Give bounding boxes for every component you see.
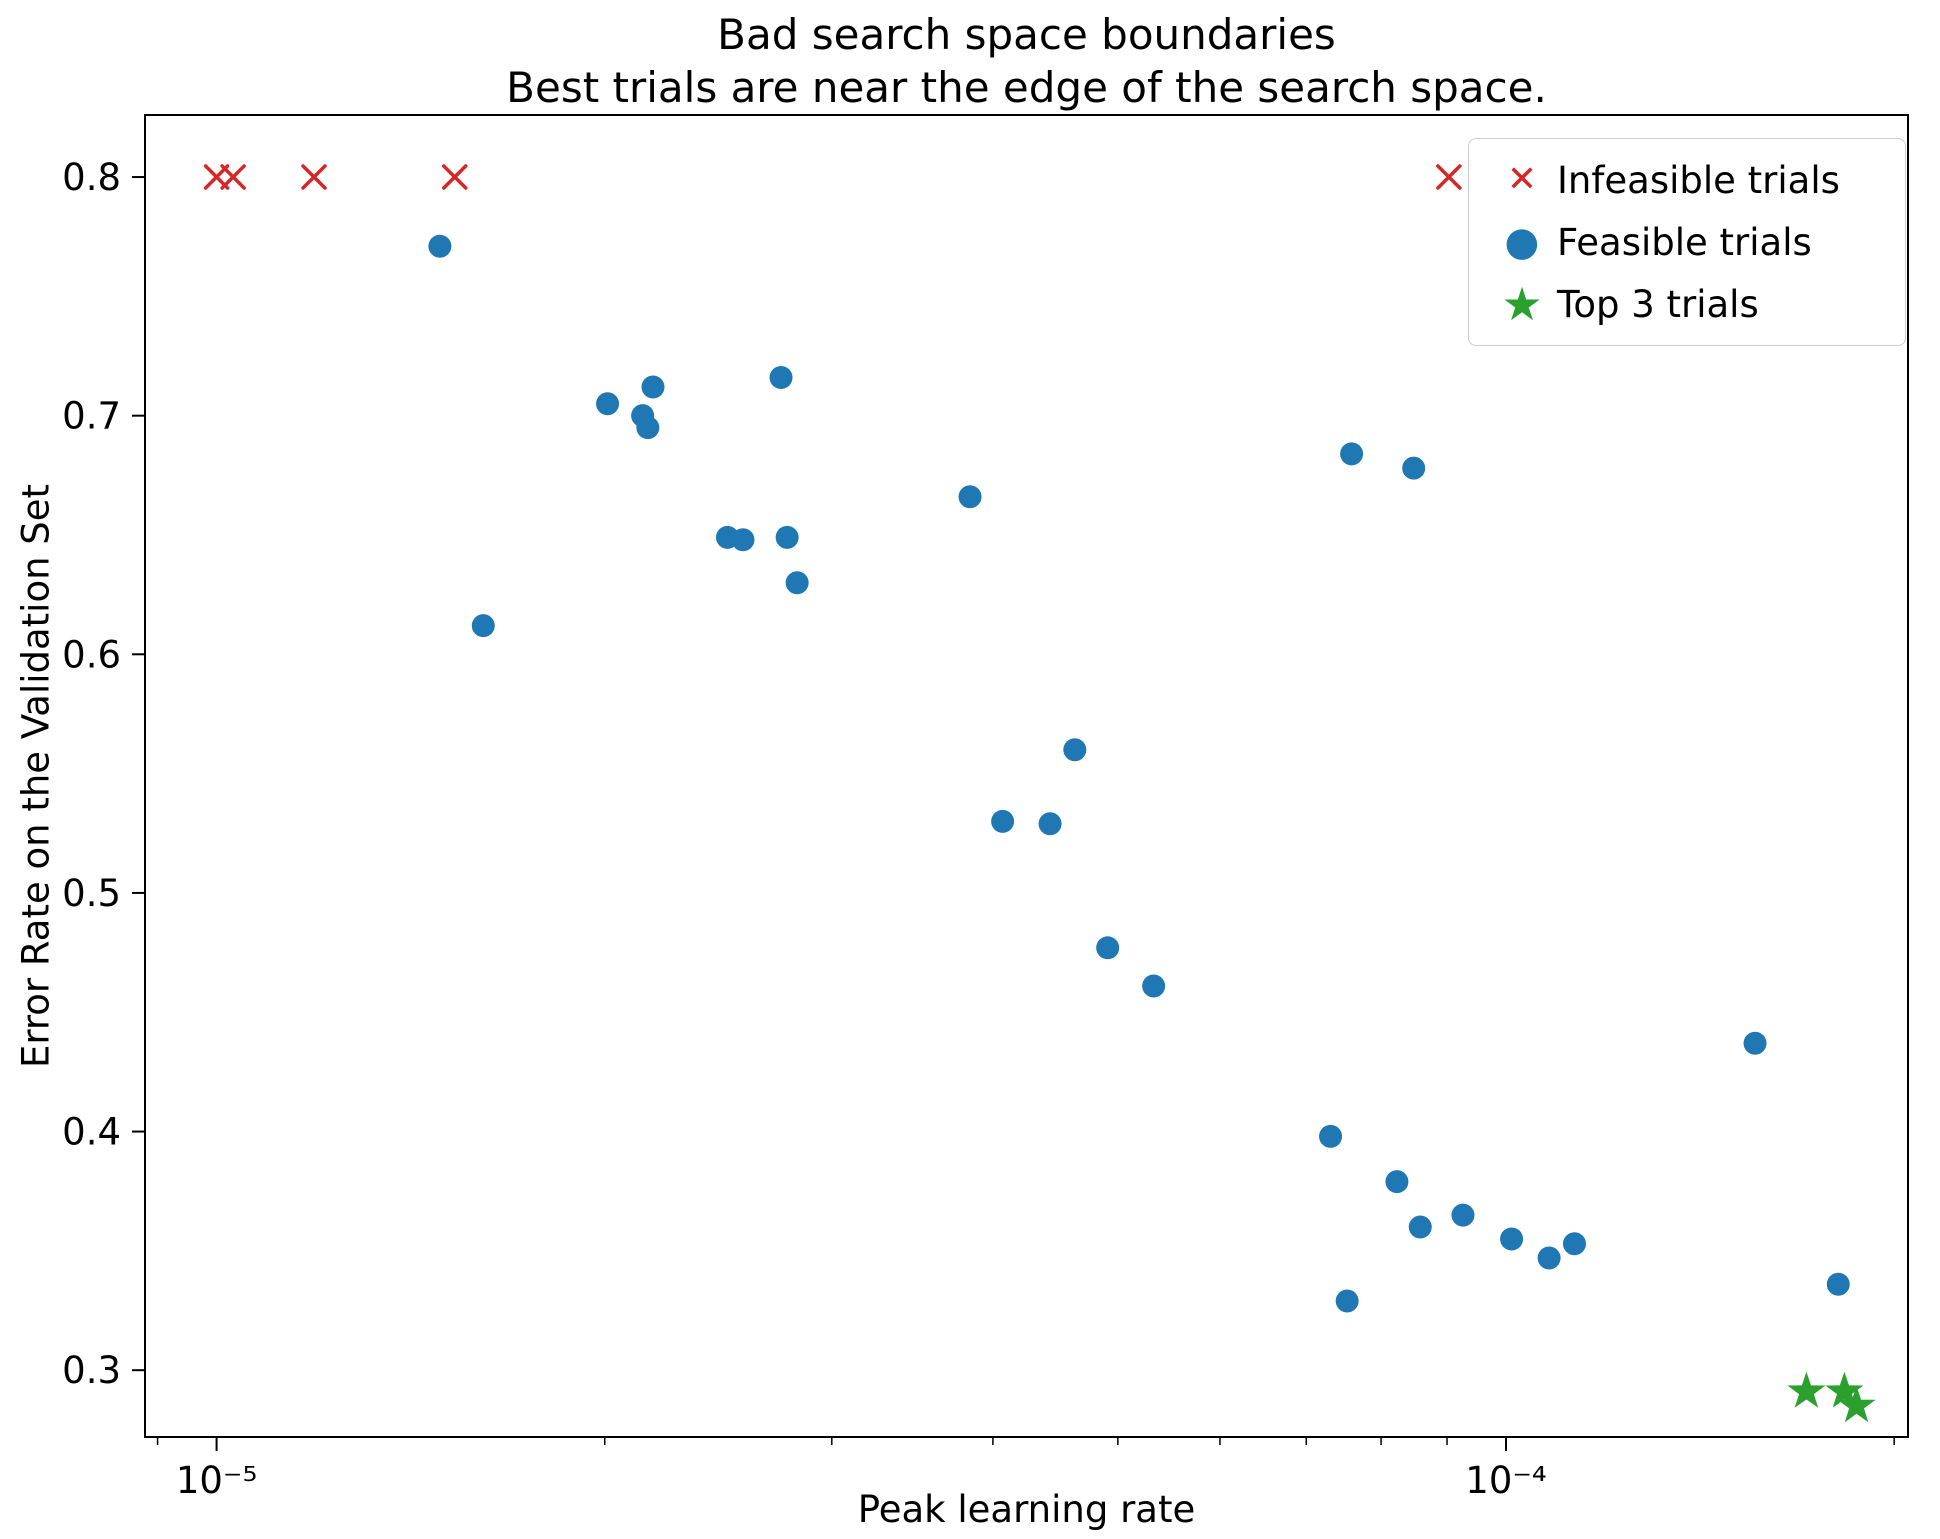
legend-item-feasible: ● Feasible trials [1487,215,1885,269]
svg-text:0.7: 0.7 [62,395,121,438]
chart-title-line1: Bad search space boundaries [717,10,1336,59]
chart-title: Bad search space boundaries Best trials … [145,8,1908,114]
x-marker-icon: ✕ [1506,159,1538,200]
legend-item-infeasible: ✕ Infeasible trials [1487,153,1885,207]
legend-label-top3: Top 3 trials [1557,282,1759,326]
circle-marker-icon: ● [1504,219,1540,265]
svg-text:0.4: 0.4 [62,1111,121,1154]
svg-text:10⁻⁵: 10⁻⁵ [176,1459,257,1502]
legend-item-top3: ★ Top 3 trials [1487,277,1885,331]
svg-text:0.6: 0.6 [62,633,121,676]
svg-text:0.8: 0.8 [62,156,121,199]
y-axis-label: Error Rate on the Validation Set [14,483,58,1069]
star-marker-icon: ★ [1501,277,1543,331]
legend-label-feasible: Feasible trials [1557,220,1812,264]
svg-text:0.3: 0.3 [62,1349,121,1392]
svg-text:10⁻⁴: 10⁻⁴ [1465,1459,1546,1502]
legend: ✕ Infeasible trials ● Feasible trials ★ … [1468,138,1906,346]
legend-label-infeasible: Infeasible trials [1557,158,1840,202]
chart-title-line2: Best trials are near the edge of the sea… [506,63,1547,112]
x-axis-label: Peak learning rate [857,1488,1196,1531]
svg-text:0.5: 0.5 [62,872,121,915]
